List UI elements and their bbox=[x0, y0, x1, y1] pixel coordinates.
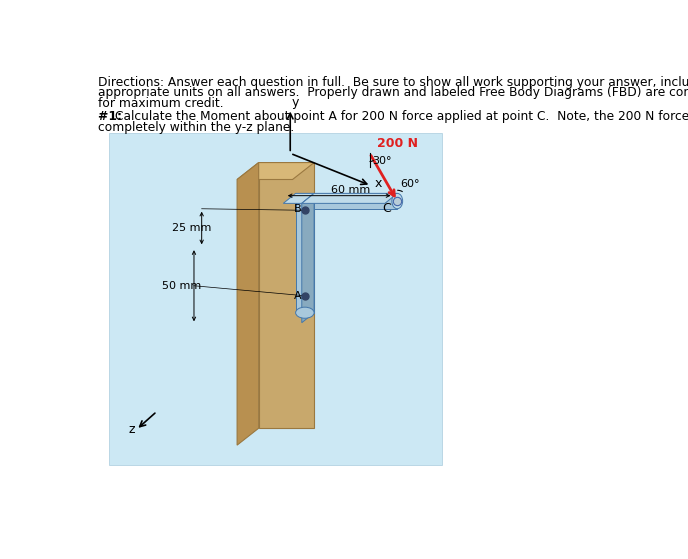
Polygon shape bbox=[259, 163, 314, 428]
Text: A: A bbox=[294, 291, 302, 301]
Text: 30°: 30° bbox=[372, 156, 391, 166]
Polygon shape bbox=[237, 163, 259, 445]
Text: x: x bbox=[374, 177, 382, 190]
Polygon shape bbox=[283, 193, 314, 203]
Ellipse shape bbox=[296, 307, 314, 318]
Text: 50 mm: 50 mm bbox=[162, 281, 201, 291]
Polygon shape bbox=[314, 193, 397, 209]
Text: B: B bbox=[294, 204, 302, 214]
Polygon shape bbox=[296, 193, 314, 312]
Text: 25 mm: 25 mm bbox=[173, 223, 212, 233]
Text: Calculate the Moment about point A for 200 N force applied at point C.  Note, th: Calculate the Moment about point A for 2… bbox=[116, 110, 688, 123]
Text: 200 N: 200 N bbox=[377, 137, 418, 150]
Text: Directions: Answer each question in full.  Be sure to show all work supporting y: Directions: Answer each question in full… bbox=[98, 75, 688, 88]
Ellipse shape bbox=[392, 193, 402, 209]
Text: 60 mm: 60 mm bbox=[332, 186, 371, 195]
Text: y: y bbox=[292, 96, 299, 108]
Text: appropriate units on all answers.  Properly drawn and labeled Free Body Diagrams: appropriate units on all answers. Proper… bbox=[98, 86, 688, 100]
Text: completely within the y-z plane.: completely within the y-z plane. bbox=[98, 121, 294, 134]
Polygon shape bbox=[302, 193, 397, 203]
Polygon shape bbox=[302, 193, 314, 323]
Text: 60°: 60° bbox=[400, 179, 420, 189]
FancyBboxPatch shape bbox=[109, 132, 442, 465]
Text: #1:: #1: bbox=[98, 110, 127, 123]
Polygon shape bbox=[237, 163, 314, 179]
Text: C: C bbox=[382, 202, 391, 215]
Text: for maximum credit.: for maximum credit. bbox=[98, 97, 224, 110]
Text: z: z bbox=[129, 423, 135, 436]
